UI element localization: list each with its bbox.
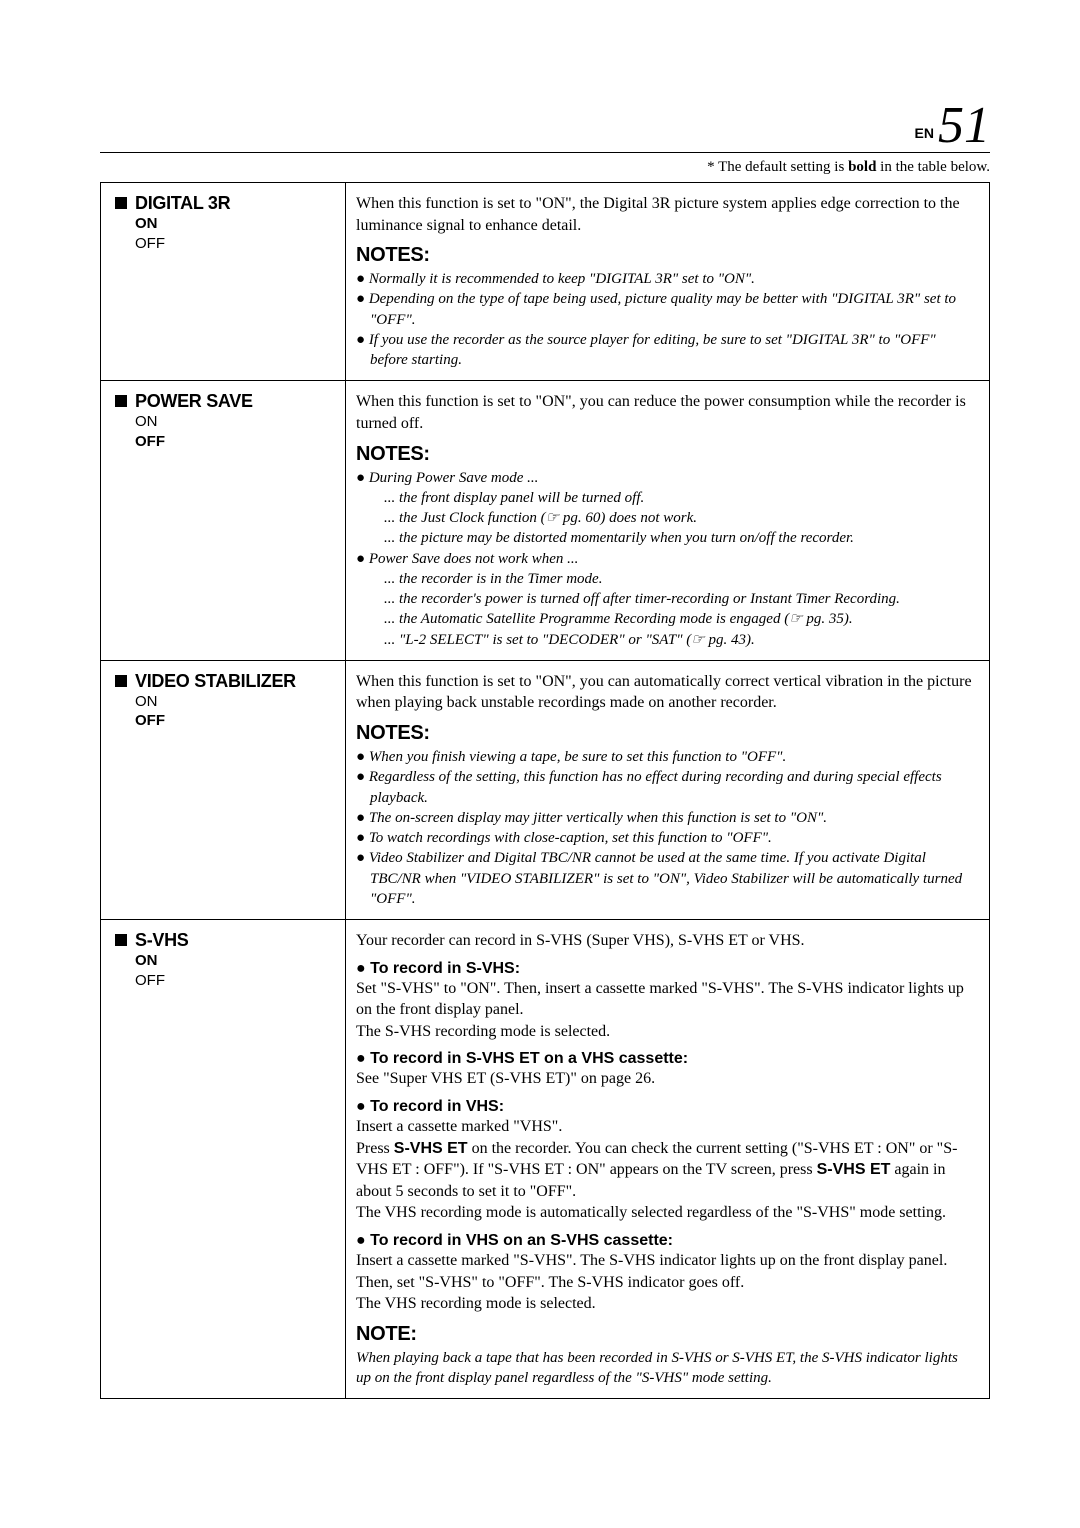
default-setting-note: * The default setting is bold in the tab…: [100, 159, 990, 176]
description-text: Your recorder can record in S-VHS (Super…: [356, 930, 975, 952]
note-sub: ... the recorder's power is turned off a…: [370, 589, 975, 609]
option-on: ON: [135, 692, 333, 712]
subheading: To record in VHS:: [356, 1098, 975, 1116]
text: * The default setting is: [707, 159, 848, 175]
note-item: During Power Save mode ... ... the front…: [356, 468, 975, 549]
note-item: Video Stabilizer and Digital TBC/NR cann…: [356, 848, 975, 909]
notes-heading: NOTES:: [356, 722, 975, 745]
option-cell: VIDEO STABILIZER ON OFF: [101, 660, 346, 919]
square-icon: [115, 934, 127, 946]
text: Insert a cassette marked "VHS".: [356, 1118, 562, 1135]
paragraph: Insert a cassette marked "VHS". Press S-…: [356, 1116, 975, 1224]
option-cell: POWER SAVE ON OFF: [101, 381, 346, 660]
description-cell: Your recorder can record in S-VHS (Super…: [346, 920, 990, 1399]
note-sub: ... the recorder is in the Timer mode.: [370, 569, 975, 589]
note-item: Regardless of the setting, this function…: [356, 767, 975, 808]
option-cell: S-VHS ON OFF: [101, 920, 346, 1399]
subheading: To record in S-VHS ET on a VHS cassette:: [356, 1050, 975, 1068]
page-header: EN 51: [100, 100, 990, 153]
note-item: When you finish viewing a tape, be sure …: [356, 747, 975, 767]
option-cell: DIGITAL 3R ON OFF: [101, 183, 346, 381]
page-number: 51: [938, 100, 990, 152]
option-off: OFF: [135, 971, 333, 991]
option-off: OFF: [135, 234, 333, 254]
text-bold: S-VHS ET: [817, 1161, 891, 1178]
lang-label: EN: [915, 125, 934, 141]
note-item: Depending on the type of tape being used…: [356, 289, 975, 330]
table-row: VIDEO STABILIZER ON OFF When this functi…: [101, 660, 990, 919]
square-icon: [115, 197, 127, 209]
description-cell: When this function is set to "ON", you c…: [346, 660, 990, 919]
table-row: POWER SAVE ON OFF When this function is …: [101, 381, 990, 660]
description-text: When this function is set to "ON", you c…: [356, 391, 975, 434]
notes-list: Normally it is recommended to keep "DIGI…: [356, 269, 975, 370]
subheading: To record in S-VHS:: [356, 960, 975, 978]
text: During Power Save mode ...: [369, 470, 539, 486]
text-bold: bold: [848, 159, 876, 175]
note-sub: ... the front display panel will be turn…: [370, 488, 975, 508]
notes-heading: NOTES:: [356, 443, 975, 466]
option-on: ON: [135, 951, 333, 971]
text: in the table below.: [876, 159, 990, 175]
square-icon: [115, 395, 127, 407]
paragraph: Set "S-VHS" to "ON". Then, insert a cass…: [356, 978, 975, 1043]
note-item: If you use the recorder as the source pl…: [356, 330, 975, 371]
description-cell: When this function is set to "ON", the D…: [346, 183, 990, 381]
note-heading: NOTE:: [356, 1323, 975, 1346]
description-cell: When this function is set to "ON", you c…: [346, 381, 990, 660]
text: Press: [356, 1140, 394, 1157]
note-item: To watch recordings with close-caption, …: [356, 828, 975, 848]
option-title: VIDEO STABILIZER: [135, 671, 296, 692]
description-text: When this function is set to "ON", you c…: [356, 671, 975, 714]
subheading: To record in VHS on an S-VHS cassette:: [356, 1232, 975, 1250]
notes-list: When you finish viewing a tape, be sure …: [356, 747, 975, 909]
text: The VHS recording mode is automatically …: [356, 1204, 946, 1221]
note-item: Power Save does not work when ... ... th…: [356, 549, 975, 650]
paragraph: Insert a cassette marked "S-VHS". The S-…: [356, 1250, 975, 1315]
option-on: ON: [135, 412, 333, 432]
table-row: S-VHS ON OFF Your recorder can record in…: [101, 920, 990, 1399]
text: Power Save does not work when ...: [369, 551, 579, 567]
note-sub: ... the Automatic Satellite Programme Re…: [370, 609, 975, 629]
option-on: ON: [135, 214, 333, 234]
table-row: DIGITAL 3R ON OFF When this function is …: [101, 183, 990, 381]
note-sub: ... the picture may be distorted momenta…: [370, 528, 975, 548]
option-title: S-VHS: [135, 930, 189, 951]
note-item: Normally it is recommended to keep "DIGI…: [356, 269, 975, 289]
option-title: POWER SAVE: [135, 391, 253, 412]
paragraph: See "Super VHS ET (S-VHS ET)" on page 26…: [356, 1068, 975, 1090]
note-text: When playing back a tape that has been r…: [356, 1348, 975, 1389]
description-text: When this function is set to "ON", the D…: [356, 193, 975, 236]
note-sub: ... the Just Clock function (☞ pg. 60) d…: [370, 508, 975, 528]
option-off: OFF: [135, 711, 333, 731]
square-icon: [115, 675, 127, 687]
note-item: The on-screen display may jitter vertica…: [356, 808, 975, 828]
option-title: DIGITAL 3R: [135, 193, 230, 214]
notes-heading: NOTES:: [356, 244, 975, 267]
option-off: OFF: [135, 432, 333, 452]
notes-list: During Power Save mode ... ... the front…: [356, 468, 975, 650]
text-bold: S-VHS ET: [394, 1140, 468, 1157]
settings-table: DIGITAL 3R ON OFF When this function is …: [100, 182, 990, 1399]
note-sub: ... "L-2 SELECT" is set to "DECODER" or …: [370, 630, 975, 650]
